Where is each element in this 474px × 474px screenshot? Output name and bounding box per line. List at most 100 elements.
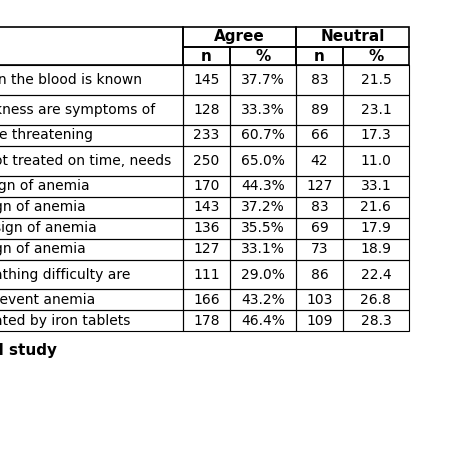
Bar	[0, 65, 183, 95]
Text: ot treated on time, needs: ot treated on time, needs	[0, 154, 171, 168]
Bar	[230, 239, 296, 260]
Text: 17.3: 17.3	[361, 128, 391, 142]
Bar	[183, 197, 230, 218]
Text: 37.2%: 37.2%	[241, 200, 285, 214]
Text: 127: 127	[193, 242, 219, 256]
Text: 111: 111	[193, 268, 220, 282]
Text: Neutral: Neutral	[320, 29, 385, 45]
Text: %: %	[255, 48, 271, 64]
Bar	[0, 239, 183, 260]
Bar	[230, 47, 296, 65]
Bar	[230, 95, 296, 125]
Bar	[183, 290, 230, 310]
Bar	[296, 146, 343, 176]
Bar	[343, 95, 409, 125]
Bar	[296, 239, 343, 260]
Bar	[183, 95, 230, 125]
Bar	[343, 176, 409, 197]
Text: 136: 136	[193, 221, 219, 235]
Bar	[0, 27, 183, 65]
Bar	[343, 65, 409, 95]
Text: 145: 145	[193, 73, 219, 87]
Text: 170: 170	[193, 179, 219, 193]
Text: 42: 42	[310, 154, 328, 168]
Bar	[183, 260, 230, 290]
Text: 29.0%: 29.0%	[241, 268, 285, 282]
Text: 33.3%: 33.3%	[241, 103, 285, 117]
Bar	[183, 218, 230, 239]
Text: 128: 128	[193, 103, 219, 117]
Bar	[0, 260, 183, 290]
Bar	[183, 176, 230, 197]
Bar	[230, 176, 296, 197]
Bar	[0, 197, 183, 218]
Bar	[0, 146, 183, 176]
Bar	[343, 260, 409, 290]
Text: 65.0%: 65.0%	[241, 154, 285, 168]
Text: fe threatening: fe threatening	[0, 128, 93, 142]
Text: 46.4%: 46.4%	[241, 314, 285, 328]
Text: 23.1: 23.1	[361, 103, 391, 117]
Text: 35.5%: 35.5%	[241, 221, 285, 235]
Text: gn of anemia: gn of anemia	[0, 200, 86, 214]
Text: 33.1%: 33.1%	[241, 242, 285, 256]
Bar	[0, 290, 183, 310]
Bar	[0, 176, 183, 197]
Bar	[296, 197, 343, 218]
Text: 33.1: 33.1	[361, 179, 391, 193]
Text: 43.2%: 43.2%	[241, 293, 285, 307]
Text: 11.0: 11.0	[360, 154, 392, 168]
Text: Agree: Agree	[214, 29, 265, 45]
Bar	[230, 146, 296, 176]
Bar	[296, 218, 343, 239]
Text: revent anemia: revent anemia	[0, 293, 95, 307]
Text: 127: 127	[306, 179, 333, 193]
Text: 44.3%: 44.3%	[241, 179, 285, 193]
Text: in the blood is known: in the blood is known	[0, 73, 142, 87]
Text: ated by iron tablets: ated by iron tablets	[0, 314, 130, 328]
Text: d study: d study	[0, 343, 57, 357]
Bar	[183, 125, 230, 146]
Bar	[0, 95, 183, 125]
Text: 60.7%: 60.7%	[241, 128, 285, 142]
Bar	[230, 65, 296, 95]
Bar	[230, 125, 296, 146]
Text: 26.8: 26.8	[360, 293, 392, 307]
Bar	[0, 310, 183, 331]
Bar	[296, 47, 343, 65]
Text: 89: 89	[310, 103, 328, 117]
Text: 21.6: 21.6	[360, 200, 392, 214]
Bar	[230, 310, 296, 331]
Text: 66: 66	[310, 128, 328, 142]
Text: 178: 178	[193, 314, 219, 328]
Bar	[343, 125, 409, 146]
Text: 143: 143	[193, 200, 219, 214]
Text: 69: 69	[310, 221, 328, 235]
Bar	[296, 125, 343, 146]
Bar	[343, 47, 409, 65]
Text: n: n	[201, 48, 212, 64]
Bar	[183, 146, 230, 176]
Text: 28.3: 28.3	[361, 314, 391, 328]
Bar	[296, 95, 343, 125]
Text: 166: 166	[193, 293, 220, 307]
Bar	[343, 239, 409, 260]
Bar	[183, 65, 230, 95]
Bar	[183, 47, 230, 65]
Text: 233: 233	[193, 128, 219, 142]
Bar	[296, 176, 343, 197]
Bar	[230, 197, 296, 218]
Text: ign of anemia: ign of anemia	[0, 179, 90, 193]
Bar	[230, 290, 296, 310]
Text: 109: 109	[306, 314, 333, 328]
Text: sign of anemia: sign of anemia	[0, 221, 97, 235]
Bar	[296, 260, 343, 290]
Bar	[230, 260, 296, 290]
Bar	[296, 290, 343, 310]
Text: 21.5: 21.5	[361, 73, 391, 87]
Bar	[230, 218, 296, 239]
Text: %: %	[368, 48, 383, 64]
Text: 83: 83	[310, 73, 328, 87]
Text: 22.4: 22.4	[361, 268, 391, 282]
Text: 83: 83	[310, 200, 328, 214]
